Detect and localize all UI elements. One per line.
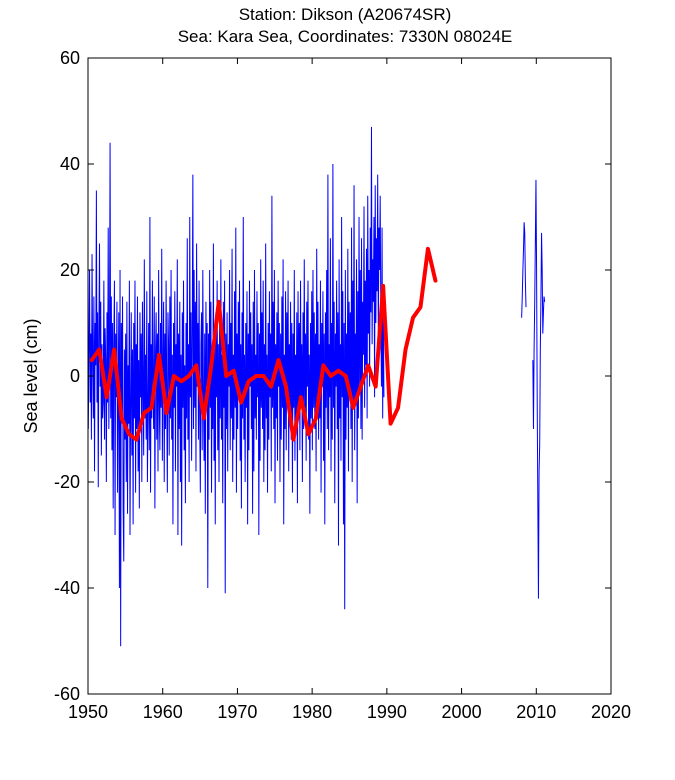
monthly-series-line-3 (532, 179, 546, 599)
chart-title: Station: Dikson (A20674SR) (239, 5, 452, 24)
x-tick-label: 2020 (591, 702, 631, 722)
y-tick-label: 20 (60, 260, 80, 280)
x-tick-label: 1950 (68, 702, 108, 722)
chart-subtitle: Sea: Kara Sea, Coordinates: 7330N 08024E (178, 27, 513, 46)
y-axis-label: Sea level (cm) (21, 318, 41, 433)
monthly-series-line-2 (521, 222, 527, 318)
y-tick-label: -60 (54, 684, 80, 704)
x-tick-label: 2010 (516, 702, 556, 722)
annual-series-line (89, 246, 438, 442)
plot-lines (87, 126, 546, 647)
x-tick-label: 1960 (143, 702, 183, 722)
x-tick-label: 2000 (442, 702, 482, 722)
y-tick-label: 40 (60, 154, 80, 174)
monthly-series-line-1 (87, 126, 385, 647)
x-tick-label: 1990 (367, 702, 407, 722)
x-tick-label: 1970 (217, 702, 257, 722)
x-tick-label: 1980 (292, 702, 332, 722)
y-tick-label: -40 (54, 578, 80, 598)
y-axis: -60 -40 -20 0 20 40 60 (54, 48, 611, 704)
y-tick-label: 60 (60, 48, 80, 68)
y-tick-label: -20 (54, 472, 80, 492)
y-tick-label: 0 (70, 366, 80, 386)
x-axis: 1950 1960 1970 1980 1990 2000 2010 2020 (68, 58, 631, 722)
